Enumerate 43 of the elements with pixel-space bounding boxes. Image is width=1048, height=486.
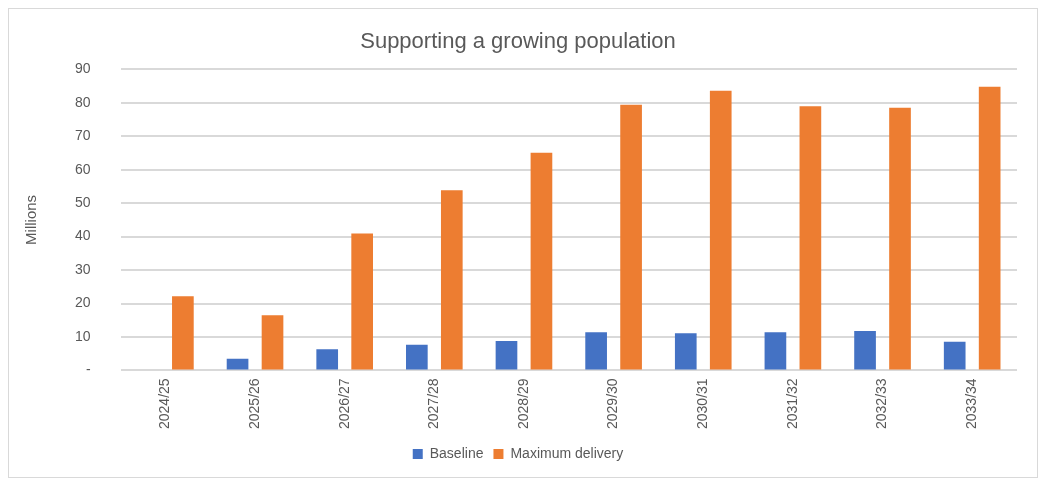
bar — [440, 190, 463, 370]
x-tick-label: 2026/27 — [335, 378, 352, 429]
bar — [261, 315, 284, 370]
y-tick-label: 30 — [74, 260, 91, 277]
bar — [226, 358, 249, 370]
bar — [316, 349, 339, 370]
x-tick-label: 2029/30 — [604, 378, 621, 429]
legend-label: Baseline — [429, 444, 484, 461]
x-tick-label: 2028/29 — [514, 378, 531, 429]
y-tick-label: 70 — [74, 127, 91, 144]
y-tick-label: 50 — [74, 194, 91, 211]
bar — [495, 340, 518, 370]
chart-title: Supporting a growing population — [360, 28, 676, 54]
bar — [978, 86, 1001, 370]
bar — [764, 332, 787, 370]
legend-label: Maximum delivery — [510, 444, 624, 461]
y-axis-title: Millions — [22, 194, 40, 245]
y-tick-label: 40 — [74, 227, 91, 244]
bar — [799, 106, 822, 370]
bar — [406, 344, 428, 370]
bar — [172, 296, 194, 370]
x-tick-label: 2025/26 — [245, 378, 262, 429]
y-tick-label: - — [85, 361, 91, 378]
bar — [709, 90, 732, 370]
bar — [530, 152, 553, 370]
x-tick-label: 2027/28 — [425, 378, 442, 429]
y-tick-label: 10 — [74, 327, 91, 344]
x-tick-label: 2024/25 — [156, 378, 173, 429]
bar — [943, 341, 966, 370]
bar — [674, 333, 697, 370]
x-tick-label: 2033/34 — [963, 378, 980, 429]
bar — [620, 104, 642, 370]
y-tick-label: 90 — [74, 60, 91, 77]
y-tick-label: 80 — [74, 93, 91, 110]
y-tick-label: 20 — [74, 294, 91, 311]
y-tick-label: 60 — [74, 160, 91, 177]
bar — [854, 330, 876, 370]
bar — [351, 233, 373, 370]
x-tick-label: 2030/31 — [694, 378, 711, 429]
bar — [585, 332, 607, 370]
x-tick-label: 2031/32 — [783, 378, 800, 429]
bar — [889, 107, 911, 370]
x-tick-label: 2032/33 — [873, 378, 890, 429]
